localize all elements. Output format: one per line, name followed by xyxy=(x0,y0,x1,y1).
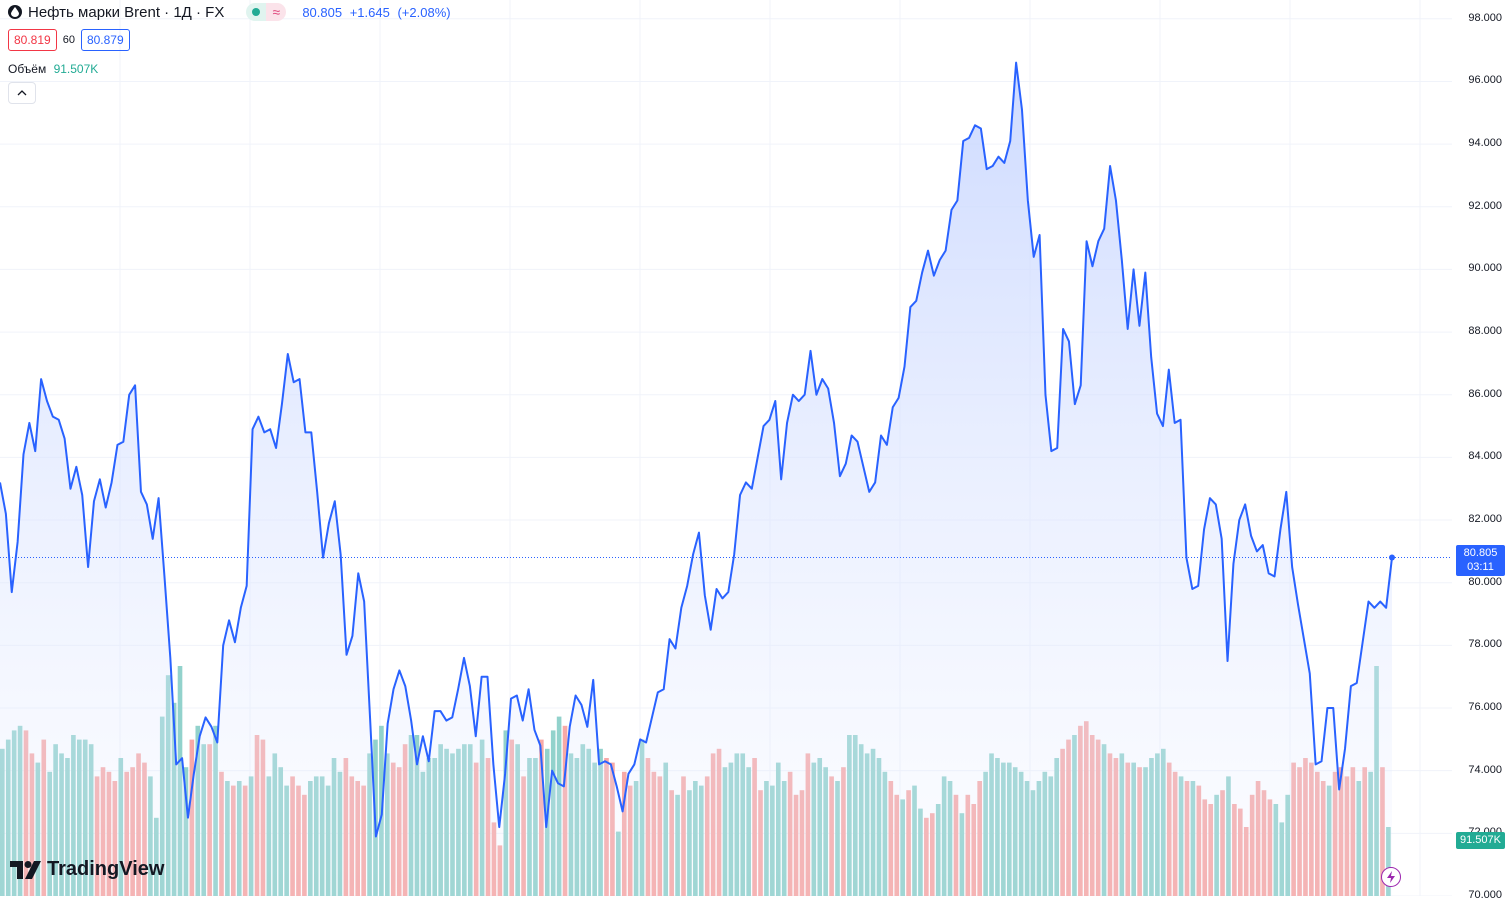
price-axis-tick: 96.000 xyxy=(1468,74,1502,87)
price-axis-tick: 80.000 xyxy=(1468,575,1502,588)
collapse-legend-button[interactable] xyxy=(8,82,36,104)
price-area xyxy=(0,61,1395,896)
price-axis-tick: 84.000 xyxy=(1468,450,1502,463)
symbol-legend: Нефть марки Brent · 1Д · FX ≈ 80.805 +1.… xyxy=(8,3,455,21)
volume-legend[interactable]: Объём 91.507K xyxy=(8,62,98,76)
quote-values: 80.805 +1.645 (+2.08%) xyxy=(302,5,454,20)
tradingview-logo-icon xyxy=(10,860,41,879)
price-change-percent: (+2.08%) xyxy=(397,4,451,20)
price-axis-tick: 86.000 xyxy=(1468,387,1502,400)
current-price-tag: 80.805 03:11 xyxy=(1456,545,1505,576)
volume-value: 91.507K xyxy=(53,62,99,76)
price-axis-tick: 94.000 xyxy=(1468,137,1502,150)
ask-price-button[interactable]: 80.879 xyxy=(80,29,130,51)
price-axis-tick: 82.000 xyxy=(1468,513,1502,526)
volume-label: Объём xyxy=(8,62,47,76)
bid-ask-panel: 80.819 60 80.879 xyxy=(8,29,130,51)
price-axis-tick: 74.000 xyxy=(1468,763,1502,776)
market-open-dot-icon xyxy=(246,3,267,21)
lightning-bolt-icon[interactable] xyxy=(1381,867,1401,887)
price-axis-tick: 78.000 xyxy=(1468,638,1502,651)
price-axis-tick: 90.000 xyxy=(1468,262,1502,275)
price-axis-tick: 88.000 xyxy=(1468,325,1502,338)
bar-countdown: 03:11 xyxy=(1467,561,1494,573)
bid-price-button[interactable]: 80.819 xyxy=(8,29,57,51)
symbol-title[interactable]: Нефть марки Brent · 1Д · FX xyxy=(28,3,225,21)
price-axis-tick: 70.000 xyxy=(1468,889,1502,901)
price-area-fill xyxy=(0,62,1392,896)
price-axis-tick: 98.000 xyxy=(1468,11,1502,24)
oil-drop-icon xyxy=(8,5,22,19)
market-status[interactable]: ≈ xyxy=(246,3,287,21)
price-change: +1.645 xyxy=(349,4,390,20)
last-price: 80.805 xyxy=(302,4,343,20)
spread-value: 60 xyxy=(62,34,75,46)
price-line xyxy=(0,61,1393,838)
tradingview-logo[interactable]: TradingView xyxy=(10,858,164,881)
current-price-label: 80.805 xyxy=(1463,547,1498,559)
tradingview-logo-text: TradingView xyxy=(47,858,165,880)
approx-data-icon: ≈ xyxy=(266,3,287,21)
chevron-up-icon xyxy=(17,90,27,96)
current-volume-tag: 91.507K xyxy=(1456,832,1505,849)
price-axis-tick: 92.000 xyxy=(1468,199,1502,212)
price-axis-tick: 76.000 xyxy=(1468,701,1502,714)
